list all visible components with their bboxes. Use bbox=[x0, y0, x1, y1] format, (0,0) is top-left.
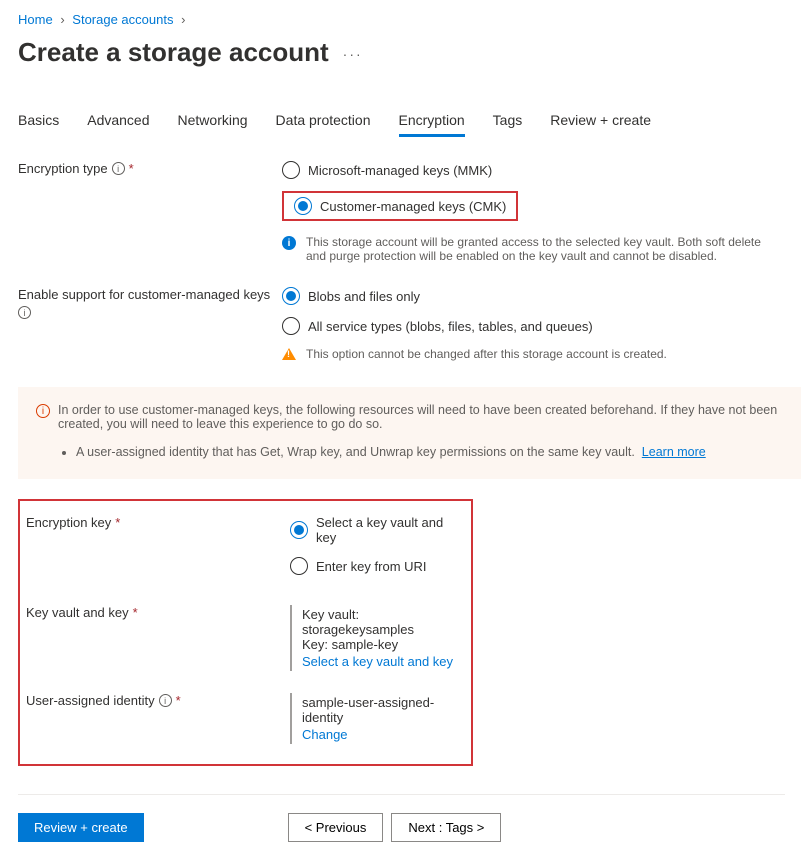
change-identity-link[interactable]: Change bbox=[302, 727, 348, 742]
footer: Review + create < Previous Next : Tags > bbox=[18, 794, 785, 842]
info-text: This storage account will be granted acc… bbox=[306, 235, 775, 263]
key-vault-block: Key vault: storagekeysamples Key: sample… bbox=[290, 605, 459, 671]
chevron-right-icon: › bbox=[181, 12, 185, 27]
tabs: Basics Advanced Networking Data protecti… bbox=[18, 112, 785, 137]
key-vault-value: Key vault: storagekeysamples bbox=[302, 607, 459, 637]
banner-bullet: A user-assigned identity that has Get, W… bbox=[76, 445, 783, 459]
required-indicator: * bbox=[176, 693, 181, 708]
key-value: Key: sample-key bbox=[302, 637, 459, 652]
identity-block: sample-user-assigned-identity Change bbox=[290, 693, 459, 744]
radio-blobs-files[interactable]: Blobs and files only bbox=[282, 287, 785, 305]
tab-advanced[interactable]: Advanced bbox=[87, 112, 149, 137]
radio-label: All service types (blobs, files, tables,… bbox=[308, 319, 593, 334]
info-icon[interactable]: i bbox=[18, 306, 31, 319]
radio-all-services[interactable]: All service types (blobs, files, tables,… bbox=[282, 317, 785, 335]
info-icon[interactable]: i bbox=[112, 162, 125, 175]
select-key-vault-link[interactable]: Select a key vault and key bbox=[302, 654, 453, 669]
label-enable-support: Enable support for customer-managed keys… bbox=[18, 287, 282, 319]
required-indicator: * bbox=[115, 515, 120, 530]
radio-label: Customer-managed keys (CMK) bbox=[320, 199, 506, 214]
breadcrumb-home[interactable]: Home bbox=[18, 12, 53, 27]
banner-text: In order to use customer-managed keys, t… bbox=[58, 403, 783, 431]
breadcrumb-storage[interactable]: Storage accounts bbox=[72, 12, 173, 27]
info-icon: i bbox=[282, 236, 296, 250]
tab-data-protection[interactable]: Data protection bbox=[276, 112, 371, 137]
learn-more-link[interactable]: Learn more bbox=[642, 445, 706, 459]
radio-icon[interactable] bbox=[290, 521, 308, 539]
tab-basics[interactable]: Basics bbox=[18, 112, 59, 137]
radio-cmk-highlight: Customer-managed keys (CMK) bbox=[282, 191, 518, 221]
breadcrumb: Home › Storage accounts › bbox=[18, 12, 785, 27]
tab-review[interactable]: Review + create bbox=[550, 112, 651, 137]
radio-label: Microsoft-managed keys (MMK) bbox=[308, 163, 492, 178]
info-note-cmk: i This storage account will be granted a… bbox=[282, 235, 785, 263]
label-text: Key vault and key bbox=[26, 605, 129, 620]
identity-value: sample-user-assigned-identity bbox=[302, 695, 459, 725]
radio-icon[interactable] bbox=[294, 197, 312, 215]
required-indicator: * bbox=[133, 605, 138, 620]
review-create-button[interactable]: Review + create bbox=[18, 813, 144, 842]
warning-note: This option cannot be changed after this… bbox=[282, 347, 785, 361]
previous-button[interactable]: < Previous bbox=[288, 813, 384, 842]
encryption-key-section-highlight: Encryption key * Select a key vault and … bbox=[18, 499, 473, 766]
radio-label: Blobs and files only bbox=[308, 289, 420, 304]
label-text: Encryption type bbox=[18, 161, 108, 176]
cmk-banner: i In order to use customer-managed keys,… bbox=[18, 387, 801, 479]
label-encryption-key: Encryption key * bbox=[26, 515, 290, 530]
label-encryption-type: Encryption type i * bbox=[18, 161, 282, 176]
tab-networking[interactable]: Networking bbox=[178, 112, 248, 137]
label-text: Enable support for customer-managed keys bbox=[18, 287, 270, 302]
next-button[interactable]: Next : Tags > bbox=[391, 813, 501, 842]
radio-icon[interactable] bbox=[290, 557, 308, 575]
bullet-text: A user-assigned identity that has Get, W… bbox=[76, 445, 635, 459]
radio-icon[interactable] bbox=[282, 161, 300, 179]
radio-label: Enter key from URI bbox=[316, 559, 427, 574]
radio-icon[interactable] bbox=[282, 317, 300, 335]
label-user-assigned: User-assigned identity i * bbox=[26, 693, 290, 708]
radio-icon[interactable] bbox=[282, 287, 300, 305]
warning-icon bbox=[282, 348, 296, 360]
chevron-right-icon: › bbox=[60, 12, 64, 27]
radio-mmk[interactable]: Microsoft-managed keys (MMK) bbox=[282, 161, 785, 179]
tab-encryption[interactable]: Encryption bbox=[399, 112, 465, 137]
radio-enter-uri[interactable]: Enter key from URI bbox=[290, 557, 459, 575]
page-title: Create a storage account bbox=[18, 37, 329, 68]
info-icon: i bbox=[36, 404, 50, 418]
label-text: User-assigned identity bbox=[26, 693, 155, 708]
info-icon[interactable]: i bbox=[159, 694, 172, 707]
label-key-vault: Key vault and key * bbox=[26, 605, 290, 620]
radio-select-vault[interactable]: Select a key vault and key bbox=[290, 515, 459, 545]
label-text: Encryption key bbox=[26, 515, 111, 530]
more-actions-icon[interactable]: ··· bbox=[343, 46, 363, 62]
warning-text: This option cannot be changed after this… bbox=[306, 347, 667, 361]
tab-tags[interactable]: Tags bbox=[493, 112, 523, 137]
required-indicator: * bbox=[129, 161, 134, 176]
radio-label: Select a key vault and key bbox=[316, 515, 459, 545]
